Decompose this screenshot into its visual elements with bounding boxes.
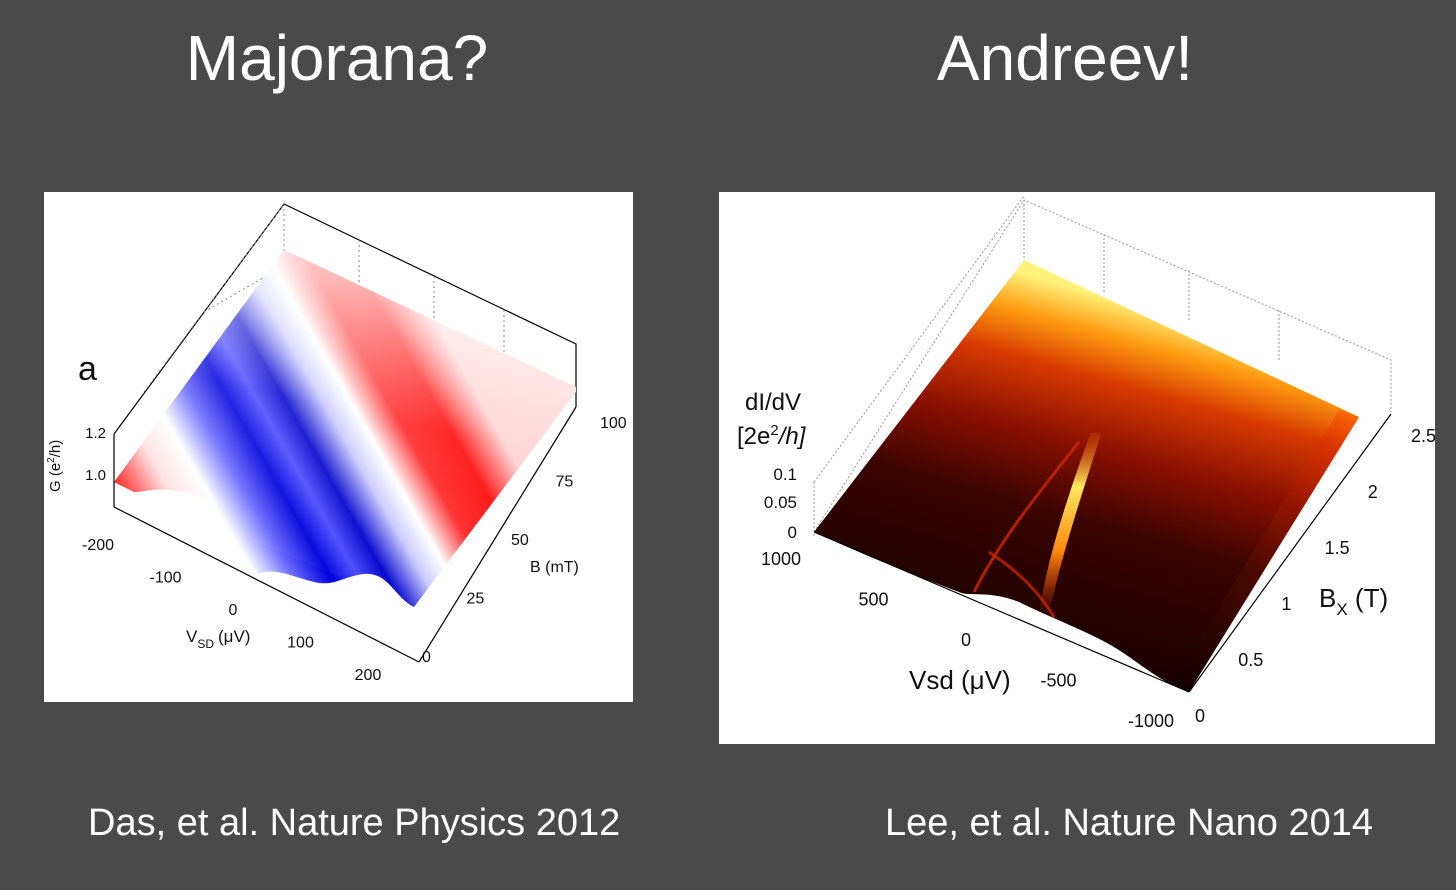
left-citation: Das, et al. Nature Physics 2012 <box>88 802 621 844</box>
z-tick-label: 0.1 <box>773 465 797 484</box>
x-tick-label: -100 <box>149 570 181 587</box>
axes <box>813 413 1392 693</box>
grid-box <box>813 195 1392 537</box>
y-tick-label: 0 <box>1195 706 1205 726</box>
left-axis-ticks: -200 -100 0 100 200 0 25 50 75 100 1.0 1.2 <box>82 415 627 684</box>
z-tick-label: 1.0 <box>85 467 106 484</box>
right-title: Andreev! <box>936 22 1194 94</box>
y-tick-label: 1.5 <box>1325 538 1350 558</box>
svg-text:G (e2/h): G (e2/h) <box>46 440 64 492</box>
y-tick-label: 100 <box>600 415 627 432</box>
x-axis-label: VSD (μV) <box>186 627 250 651</box>
y-axis-label: BX (T) <box>1319 583 1388 619</box>
y-tick-label: 50 <box>511 532 529 549</box>
left-title: Majorana? <box>185 22 489 94</box>
z-tick-label: 1.2 <box>85 425 106 442</box>
andreev-ridge-cross <box>988 550 1056 618</box>
x-tick-label: 1000 <box>761 549 801 569</box>
y-tick-label: 25 <box>467 591 485 608</box>
z-tick-label: 0.05 <box>764 493 797 512</box>
x-tick-label: 500 <box>858 590 888 610</box>
y-tick-label: 2 <box>1368 482 1378 502</box>
x-tick-label: 0 <box>229 602 238 619</box>
x-axis-label: Vsd (μV) <box>909 665 1011 695</box>
z-tick-label: 0 <box>788 523 797 542</box>
svg-text:BX (T): BX (T) <box>1319 583 1388 619</box>
right-axis-ticks: 1000 500 0 -500 -1000 0 0.5 1 1.5 2 2.5 0 0.05 0.1 <box>761 426 1435 731</box>
axes <box>113 406 577 663</box>
z-axis-label-group: G (e2/h) <box>46 440 64 492</box>
z-axis-label: dI/dV [2e2/h] <box>737 389 807 450</box>
y-tick-label: 75 <box>556 474 574 491</box>
y-tick-label: 1 <box>1281 594 1291 614</box>
y-tick-label: 2.5 <box>1411 426 1435 446</box>
andreev-ridge-left <box>972 441 1081 593</box>
x-tick-label: -500 <box>1040 671 1076 691</box>
x-tick-label: 100 <box>287 635 314 652</box>
majorana-surface-plot: -200 -100 0 100 200 0 25 50 75 100 1.0 1.2 a G (e2/… <box>46 203 627 684</box>
y-tick-label: 0 <box>422 649 431 666</box>
panel-label-a: a <box>78 350 97 388</box>
andreev-ridge-main <box>1039 432 1101 614</box>
andreev-plot-panel: 1000 500 0 -500 -1000 0 0.5 1 1.5 2 2.5 0 0.05 0.1 dI… <box>719 192 1435 744</box>
right-citation: Lee, et al. Nature Nano 2014 <box>885 802 1374 844</box>
majorana-plot-panel: -200 -100 0 100 200 0 25 50 75 100 1.0 1.2 a G (e2/… <box>44 192 633 702</box>
y-tick-label: 0.5 <box>1238 650 1263 670</box>
x-tick-label: -200 <box>82 537 114 554</box>
andreev-surface-plot: 1000 500 0 -500 -1000 0 0.5 1 1.5 2 2.5 0 0.05 0.1 dI… <box>737 195 1435 731</box>
y-axis-label: B (mT) <box>530 559 579 576</box>
x-tick-label: 0 <box>961 630 971 650</box>
x-tick-label: -1000 <box>1128 711 1174 731</box>
x-tick-label: 200 <box>355 667 382 684</box>
svg-text:[2e2/h]: [2e2/h] <box>737 422 807 450</box>
plot-box <box>113 203 577 435</box>
svg-text:dI/dV: dI/dV <box>745 389 801 416</box>
svg-text:VSD(μV): VSD (μV) <box>186 627 250 651</box>
